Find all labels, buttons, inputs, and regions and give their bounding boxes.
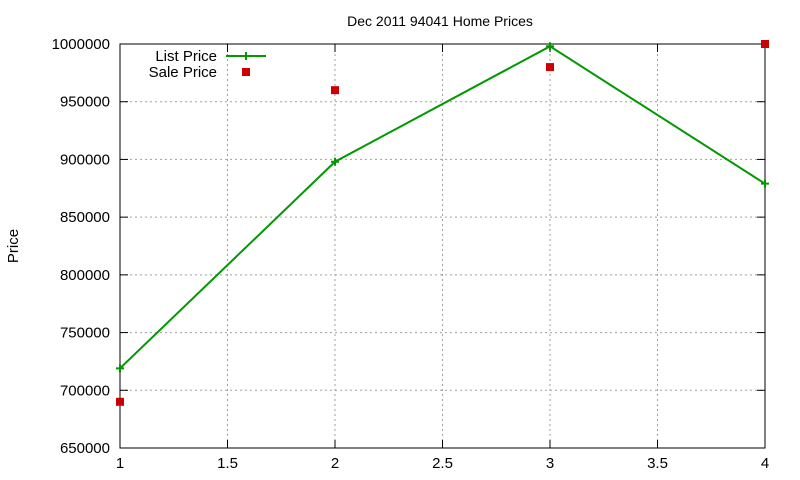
x-tick-label: 4 bbox=[761, 455, 769, 472]
y-tick-label: 700000 bbox=[60, 382, 110, 399]
chart-title: Dec 2011 94041 Home Prices bbox=[347, 13, 533, 29]
series bbox=[116, 40, 769, 406]
x-tick-label: 1.5 bbox=[217, 455, 238, 472]
sale-price-point bbox=[331, 86, 339, 95]
legend-label: Sale Price bbox=[149, 64, 217, 81]
y-tick-label: 650000 bbox=[60, 440, 110, 457]
x-tick-label: 3.5 bbox=[647, 455, 668, 472]
y-tick-label: 850000 bbox=[60, 209, 110, 226]
y-tick-label: 750000 bbox=[60, 325, 110, 342]
y-tick-label: 1000000 bbox=[52, 36, 110, 53]
sale-price-point bbox=[116, 397, 124, 406]
list-price-line bbox=[119, 45, 766, 370]
axis-ticks: 650000 700000 750000 800000 850000 900000 9500… bbox=[52, 36, 770, 472]
y-axis-label: Price bbox=[5, 229, 22, 263]
x-tick-label: 1 bbox=[116, 455, 124, 472]
legend-label: List Price bbox=[155, 48, 217, 65]
list-price-point bbox=[546, 42, 554, 51]
grid bbox=[120, 44, 765, 448]
y-tick-label: 950000 bbox=[60, 94, 110, 111]
x-tick-label: 3 bbox=[546, 455, 554, 472]
sale-price-point bbox=[761, 40, 769, 48]
sale-price-point bbox=[546, 63, 554, 72]
x-tick-label: 2 bbox=[331, 455, 339, 472]
list-price-point bbox=[761, 179, 769, 188]
x-tick-label: 2.5 bbox=[432, 455, 453, 472]
y-tick-label: 900000 bbox=[60, 151, 110, 168]
list-price-point bbox=[331, 157, 339, 166]
legend-plus-marker bbox=[242, 52, 250, 60]
list-price-point bbox=[116, 364, 124, 373]
y-tick-label: 800000 bbox=[60, 267, 110, 284]
legend-square-marker bbox=[242, 68, 250, 76]
